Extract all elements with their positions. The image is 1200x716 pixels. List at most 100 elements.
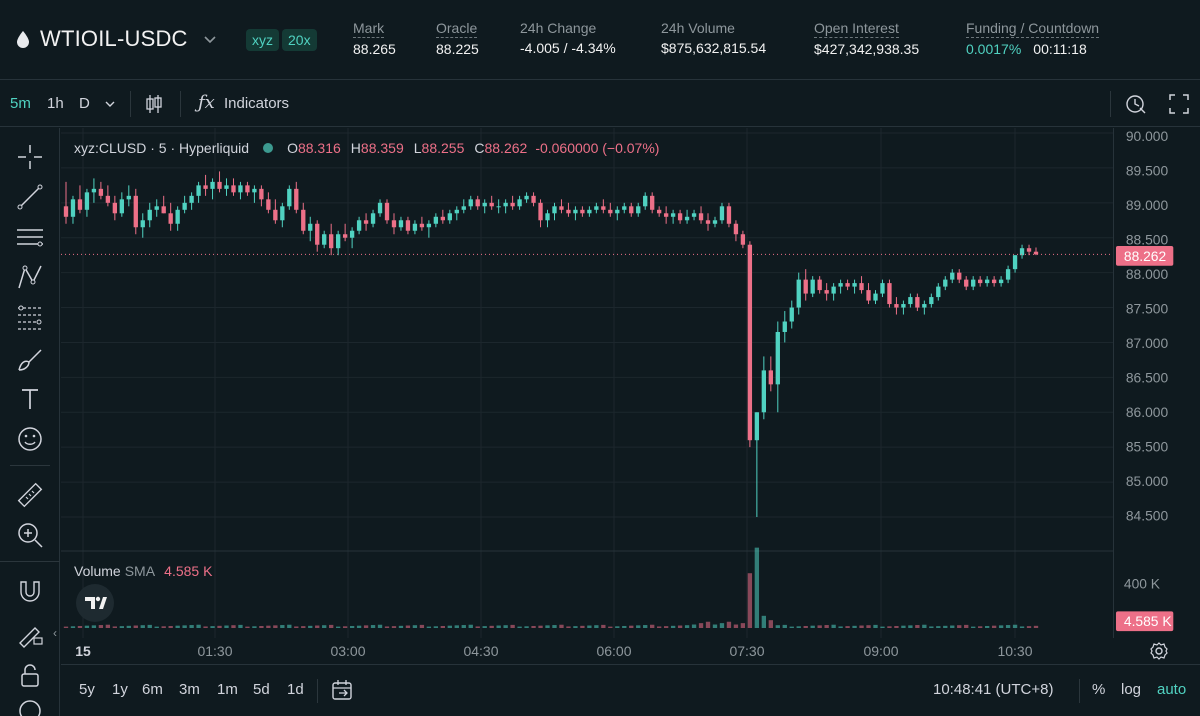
auto-scale-toggle[interactable]: auto [1157, 681, 1187, 698]
clock-timezone[interactable]: 10:48:41 (UTC+8) [933, 681, 1054, 698]
candle-body [1019, 248, 1025, 256]
candle-body [803, 279, 808, 294]
volume-bar [803, 625, 808, 628]
indicators-button[interactable]: Indicators [224, 95, 290, 112]
candle-body [161, 206, 166, 214]
volume-bar [524, 626, 529, 628]
fullscreen-icon[interactable] [1168, 93, 1190, 115]
trend-line-icon[interactable] [15, 182, 45, 212]
candlestick-chart[interactable] [61, 128, 1113, 638]
volume-bar [643, 625, 648, 628]
candle-body [998, 279, 1004, 284]
interval-5m[interactable]: 5m [10, 95, 31, 112]
candle-body [566, 209, 571, 214]
candle-body [733, 223, 739, 235]
volume-bar [161, 626, 166, 628]
change-value: -4.005 / -4.34% [520, 40, 616, 56]
tradingview-logo[interactable] [76, 584, 114, 622]
settings-gear-icon[interactable] [1149, 641, 1169, 661]
log-scale-toggle[interactable]: log [1121, 681, 1142, 698]
volume-bar [747, 573, 753, 628]
candle-body [231, 185, 236, 193]
pattern-icon[interactable] [15, 262, 45, 292]
legend-symbol: xyz:CLUSD · 5 · Hyperliquid [74, 140, 250, 156]
range-1d[interactable]: 1d [287, 681, 304, 698]
brush-icon[interactable] [15, 344, 45, 374]
price-tick-label: 86.500 [1126, 369, 1169, 385]
crosshair-icon[interactable] [15, 142, 45, 172]
price-tick-label: 87.500 [1126, 300, 1169, 316]
candle-body [915, 297, 920, 308]
candle-body [705, 220, 711, 224]
candle-body [154, 206, 159, 210]
range-1m[interactable]: 1m [217, 681, 238, 698]
candle-body [308, 223, 313, 231]
text-tool-icon[interactable] [15, 384, 45, 414]
volume-bar [964, 624, 969, 628]
oi-value: $427,342,938.35 [814, 41, 920, 57]
candle-type-icon[interactable] [144, 93, 164, 115]
time-tick-label: 10:30 [997, 643, 1032, 659]
range-3m[interactable]: 3m [179, 681, 200, 698]
zoom-in-icon[interactable] [15, 520, 45, 550]
range-1y[interactable]: 1y [112, 681, 128, 698]
candle-body [1012, 255, 1018, 270]
volume-bar [650, 624, 655, 628]
collapse-arrow-icon[interactable]: ‹ [53, 626, 57, 640]
candle-body [643, 195, 648, 207]
pair-selector[interactable]: WTIOIL-USDC [16, 26, 218, 52]
volume-bar [838, 626, 843, 628]
alert-clock-icon[interactable] [1125, 93, 1147, 115]
volume-bar [978, 626, 983, 628]
volume-bar [894, 625, 899, 628]
volume-bar [761, 615, 767, 628]
eye-icon[interactable] [15, 696, 45, 716]
interval-d[interactable]: D [79, 95, 90, 112]
percent-scale-toggle[interactable]: % [1092, 681, 1106, 698]
volume-bar [950, 625, 955, 628]
time-axis[interactable]: 15 01:30 03:00 04:30 06:00 07:30 09:00 10:30 [61, 638, 1113, 664]
candle-body [594, 206, 599, 210]
volume-bar [475, 626, 480, 628]
interval-dropdown-icon[interactable] [104, 99, 116, 109]
price-axis[interactable]: 90.000 89.500 89.000 88.500 88.000 87.500 87.0… [1113, 128, 1200, 638]
candle-body [496, 206, 501, 208]
volume-bar [622, 625, 627, 628]
chart-toolbar: 5m 1h D ƒx Indicators [0, 81, 1200, 127]
volume-bar [349, 625, 355, 628]
magnet-icon[interactable] [15, 576, 45, 606]
volume-bar [670, 625, 676, 628]
range-5d[interactable]: 5d [253, 681, 270, 698]
candle-body [287, 188, 292, 207]
volume-bar [308, 625, 313, 628]
volume-bar [615, 626, 620, 628]
volume-bar [726, 621, 732, 628]
candle-body [70, 199, 76, 217]
volume-bar [538, 625, 543, 628]
lock-drawing-icon[interactable] [15, 618, 45, 648]
volume-bar [126, 625, 131, 628]
fib-retracement-icon[interactable] [15, 302, 45, 332]
bottom-toolbar: 5y 1y 6m 3m 1m 5d 1d 10:48:41 (UTC+8) % … [61, 664, 1200, 716]
horizontal-lines-icon[interactable] [15, 222, 45, 252]
stat-mark: Mark 88.265 [353, 20, 396, 57]
interval-1h[interactable]: 1h [47, 95, 64, 112]
volume-bar [775, 625, 780, 628]
price-tick-label: 86.000 [1126, 404, 1169, 420]
exchange-badge: xyz [246, 29, 279, 51]
emoji-icon[interactable] [15, 424, 45, 454]
range-6m[interactable]: 6m [142, 681, 163, 698]
candle-body [301, 209, 306, 231]
go-to-date-icon[interactable] [331, 679, 355, 701]
volume-bar [175, 625, 180, 628]
range-5y[interactable]: 5y [79, 681, 95, 698]
volume-bar [77, 625, 83, 628]
candle-body [524, 195, 529, 200]
volume-bar [922, 624, 927, 628]
lock-icon[interactable] [15, 660, 45, 690]
candle-body [608, 209, 613, 214]
ruler-icon[interactable] [15, 480, 45, 510]
volume-bar [238, 624, 243, 628]
indicators-icon[interactable]: ƒx [198, 92, 215, 113]
volume-bar [119, 626, 124, 628]
